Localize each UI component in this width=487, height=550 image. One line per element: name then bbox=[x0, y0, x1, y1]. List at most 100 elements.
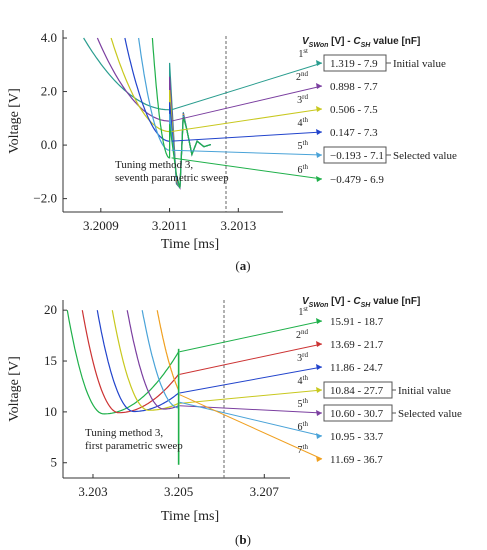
ordinal-number: 7 bbox=[298, 445, 303, 456]
y-tick-label: 0.0 bbox=[41, 137, 57, 152]
ordinal-suffix: th bbox=[303, 397, 309, 405]
ordinal-label: 4th bbox=[298, 116, 309, 129]
ordinal-label: 5th bbox=[298, 139, 309, 152]
header-c-unit: value [nF] bbox=[370, 36, 420, 47]
leader-line bbox=[179, 401, 323, 437]
leader-line bbox=[179, 389, 323, 404]
selected-value-label: Selected value bbox=[398, 408, 462, 420]
header-v-unit: [V] - bbox=[328, 36, 353, 47]
ordinal-suffix: st bbox=[303, 305, 308, 313]
series-line bbox=[151, 37, 211, 189]
ordinal-number: 5 bbox=[298, 399, 303, 410]
leader-line bbox=[179, 366, 323, 394]
series-line bbox=[66, 310, 180, 415]
ordinal-number: 4 bbox=[298, 118, 303, 129]
ordinal-suffix: th bbox=[303, 116, 309, 124]
series-line bbox=[96, 310, 179, 413]
ordinal-label: 6th bbox=[298, 163, 309, 176]
leader-line bbox=[171, 108, 323, 133]
ordinal-number: 3 bbox=[297, 353, 302, 364]
leader-line bbox=[171, 62, 323, 111]
series-line bbox=[156, 310, 180, 391]
sweep-note: seventh parametric sweep bbox=[115, 172, 229, 184]
ordinal-label: 2nd bbox=[296, 328, 309, 341]
value-label: −0.193 - 7.1 bbox=[330, 150, 384, 162]
initial-value-label: Initial value bbox=[393, 58, 446, 70]
leader-line bbox=[179, 343, 323, 375]
value-label: 11.69 - 36.7 bbox=[330, 454, 383, 466]
y-tick-label: 2.0 bbox=[41, 84, 57, 99]
value-label: 15.91 - 18.7 bbox=[330, 316, 384, 328]
series-line bbox=[141, 310, 180, 409]
legend-header: VSWon [V] - CSH value [nF] bbox=[302, 296, 420, 309]
y-axis-label: Voltage [V] bbox=[7, 356, 22, 421]
ordinal-suffix: th bbox=[303, 443, 309, 451]
ordinal-label: 4th bbox=[298, 374, 309, 387]
header-c-unit: value [nF] bbox=[370, 296, 420, 307]
ordinal-label: 1st bbox=[298, 47, 308, 60]
ordinal-number: 2 bbox=[296, 72, 301, 83]
sweep-note: Tuning method 3, bbox=[115, 159, 193, 171]
series-line bbox=[138, 37, 211, 189]
ordinal-suffix: nd bbox=[301, 328, 309, 336]
x-tick-label: 3.205 bbox=[164, 484, 193, 499]
x-tick-label: 3.2013 bbox=[220, 218, 256, 233]
value-label: 0.506 - 7.5 bbox=[330, 104, 378, 116]
legend-header: VSWon [V] - CSH value [nF] bbox=[302, 36, 420, 49]
ordinal-label: 3rd bbox=[297, 351, 308, 364]
value-label: −0.479 - 6.9 bbox=[330, 174, 384, 186]
selected-value-label: Selected value bbox=[393, 150, 457, 162]
value-label: 13.69 - 21.7 bbox=[330, 339, 384, 351]
y-tick-label: 15 bbox=[44, 353, 57, 368]
header-v: V bbox=[302, 36, 310, 47]
y-tick-label: 10 bbox=[44, 404, 57, 419]
leader-line bbox=[171, 157, 323, 180]
y-tick-label: 4.0 bbox=[41, 30, 57, 45]
leader-line bbox=[179, 405, 323, 414]
ordinal-suffix: th bbox=[303, 420, 309, 428]
leader-arrow bbox=[316, 83, 322, 89]
header-c: C bbox=[353, 296, 361, 307]
ordinal-number: 6 bbox=[298, 165, 303, 176]
ordinal-number: 1 bbox=[298, 49, 303, 60]
header-v-unit: [V] - bbox=[328, 296, 353, 307]
ordinal-label: 5th bbox=[298, 397, 309, 410]
series-line bbox=[111, 310, 179, 411]
series-line bbox=[83, 37, 211, 190]
y-tick-label: 5 bbox=[51, 455, 58, 470]
ordinal-label: 1st bbox=[298, 305, 308, 318]
leader-arrow bbox=[316, 387, 322, 393]
x-tick-label: 3.2009 bbox=[83, 218, 119, 233]
x-tick-label: 3.2011 bbox=[152, 218, 187, 233]
header-v: V bbox=[302, 296, 310, 307]
header-c: C bbox=[353, 36, 361, 47]
header-v-sub: SWon bbox=[309, 302, 329, 309]
leader-line bbox=[171, 131, 323, 142]
header-c-sub: SH bbox=[361, 42, 372, 49]
initial-value-label: Initial value bbox=[398, 385, 451, 397]
leader-line bbox=[179, 320, 323, 353]
y-tick-label: −2.0 bbox=[33, 191, 57, 206]
ordinal-suffix: st bbox=[303, 47, 308, 55]
ordinal-suffix: th bbox=[303, 163, 309, 171]
leader-arrow bbox=[316, 364, 322, 370]
leader-arrow bbox=[316, 129, 322, 135]
value-label: 11.86 - 24.7 bbox=[330, 362, 383, 374]
leader-line bbox=[171, 85, 323, 122]
ordinal-number: 1 bbox=[298, 307, 303, 318]
leader-line bbox=[171, 149, 323, 156]
value-label: 0.898 - 7.7 bbox=[330, 81, 378, 93]
value-label: 10.84 - 27.7 bbox=[330, 385, 384, 397]
x-axis-label: Time [ms] bbox=[161, 509, 219, 524]
sweep-note: Tuning method 3, bbox=[85, 427, 163, 439]
panel-label: (a) bbox=[235, 258, 250, 273]
y-tick-label: 20 bbox=[44, 302, 57, 317]
x-tick-label: 3.203 bbox=[78, 484, 107, 499]
header-v-sub: SWon bbox=[309, 42, 329, 49]
x-axis-label: Time [ms] bbox=[161, 237, 219, 252]
value-label: 10.60 - 30.7 bbox=[330, 408, 384, 420]
series-line bbox=[124, 37, 211, 189]
ordinal-suffix: rd bbox=[302, 351, 308, 359]
